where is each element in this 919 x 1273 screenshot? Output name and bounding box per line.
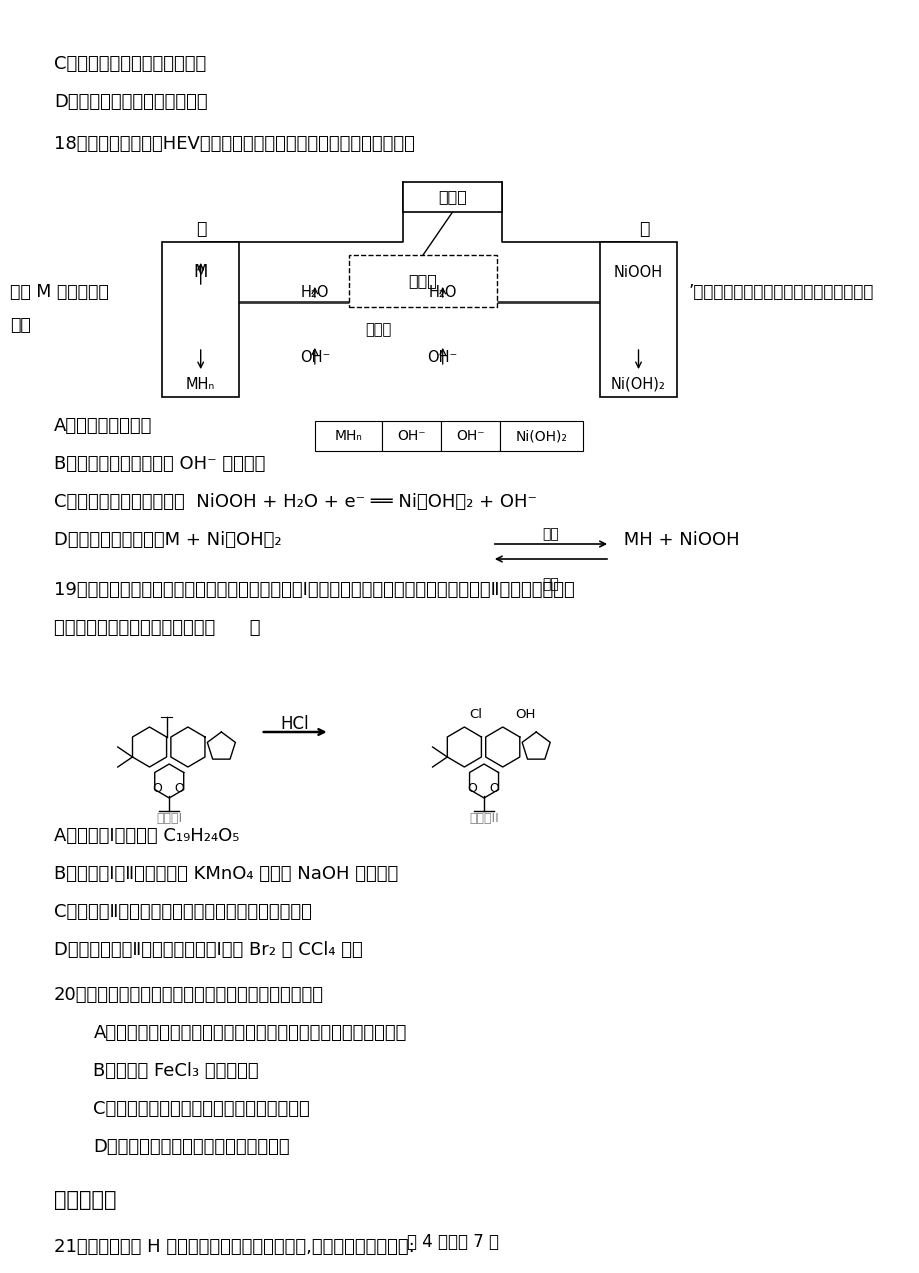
Text: 发电机: 发电机: [408, 274, 437, 289]
Text: B．明矾或 FeCl₃ 可作净水剂: B．明矾或 FeCl₃ 可作净水剂: [94, 1062, 259, 1080]
Text: H₂O: H₂O: [301, 284, 329, 299]
Text: M: M: [193, 264, 208, 281]
Text: 化合物II: 化合物II: [469, 812, 498, 825]
Text: A．充电时，阴极除: A．充电时，阴极除: [54, 418, 153, 435]
Text: 所示，下列有关说法不正确的是（      ）: 所示，下列有关说法不正确的是（ ）: [54, 619, 260, 636]
Text: C．放电时正极反应式为：  NiOOH + H₂O + e⁻ ══ Ni（OH）₂ + OH⁻: C．放电时正极反应式为： NiOOH + H₂O + e⁻ ══ Ni（OH）₂…: [54, 493, 537, 510]
Text: D．可用碳酸钠与醋酸制取少量二氧化碳: D．可用碳酸钠与醋酸制取少量二氧化碳: [94, 1138, 289, 1156]
Text: OH⁻: OH⁻: [456, 429, 484, 443]
Text: B．电动机工作时溶液中 OH⁻ 向甲移动: B．电动机工作时溶液中 OH⁻ 向甲移动: [54, 454, 266, 474]
Text: 电动机: 电动机: [437, 190, 467, 205]
Text: B．化合物Ⅰ和Ⅱ均能与酸性 KMnO₄ 溶液和 NaOH 溶液反应: B．化合物Ⅰ和Ⅱ均能与酸性 KMnO₄ 溶液和 NaOH 溶液反应: [54, 864, 398, 883]
Text: Ni(OH)₂: Ni(OH)₂: [610, 377, 665, 392]
Text: MHₙ: MHₙ: [186, 377, 215, 392]
Text: 电解液: 电解液: [365, 322, 391, 337]
Text: OH⁻: OH⁻: [427, 350, 458, 364]
Bar: [162, 242, 239, 397]
Text: OH⁻: OH⁻: [396, 429, 425, 443]
Bar: [440, 421, 499, 451]
Text: 乙: 乙: [639, 220, 649, 238]
Text: NiOOH: NiOOH: [613, 265, 663, 280]
Text: 20．下面提到的问题中，与盐的水解无关的正确说法是: 20．下面提到的问题中，与盐的水解无关的正确说法是: [54, 987, 323, 1004]
Text: 的是: 的是: [10, 316, 30, 334]
Text: C．容器中气体的压强不再改变: C．容器中气体的压强不再改变: [54, 55, 206, 73]
Text: MH + NiOOH: MH + NiOOH: [618, 531, 739, 549]
Text: OH: OH: [515, 708, 535, 721]
Text: Ni(OH)₂: Ni(OH)₂: [516, 429, 567, 443]
Text: OH⁻: OH⁻: [300, 350, 330, 364]
Bar: [599, 242, 676, 397]
Text: O   O: O O: [468, 783, 499, 796]
Bar: [314, 421, 381, 451]
Text: 第 4 页，共 7 页: 第 4 页，共 7 页: [406, 1234, 498, 1251]
Text: A．实验室盛放碳酸钠溶液的试剂瓶必须用橡胶塞而不能用玻璃塞: A．实验室盛放碳酸钠溶液的试剂瓶必须用橡胶塞而不能用玻璃塞: [94, 1023, 406, 1043]
Text: MHₙ: MHₙ: [334, 429, 362, 443]
Text: D．检验化合物Ⅱ中是否含化合物Ⅰ可用 Br₂ 的 CCl₄ 溶液: D．检验化合物Ⅱ中是否含化合物Ⅰ可用 Br₂ 的 CCl₄ 溶液: [54, 941, 362, 959]
Text: A．化合物Ⅰ分子式为 C₁₉H₂₄O₅: A．化合物Ⅰ分子式为 C₁₉H₂₄O₅: [54, 827, 239, 845]
Text: HCl: HCl: [280, 715, 309, 733]
Text: 放电: 放电: [542, 577, 559, 591]
Text: 二、填空题: 二、填空题: [54, 1190, 117, 1211]
Text: 其中 M 为储氢合金: 其中 M 为储氢合金: [10, 283, 108, 300]
Text: ’电解液。关于镍氢电池，下列说法不正确: ’电解液。关于镍氢电池，下列说法不正确: [688, 283, 873, 300]
Text: Cl: Cl: [469, 708, 482, 721]
Text: D．电极总反应式为：M + Ni（OH）₂: D．电极总反应式为：M + Ni（OH）₂: [54, 531, 281, 549]
Text: 甲: 甲: [197, 220, 207, 238]
Text: 19．我国科研人员以传统中药为原料先制得化合物Ⅰ，再转化为具有抗癌抑菌活性的化合物Ⅱ，有关转化如图: 19．我国科研人员以传统中药为原料先制得化合物Ⅰ，再转化为具有抗癌抑菌活性的化合…: [54, 580, 574, 600]
Bar: [403, 182, 501, 213]
Text: C．厨房中常用碳酸钠溶液洗涤餐具上的油污: C．厨房中常用碳酸钠溶液洗涤餐具上的油污: [94, 1100, 310, 1118]
Text: 化合物I: 化合物I: [156, 812, 182, 825]
Text: H₂O: H₂O: [428, 284, 457, 299]
Text: D．容器中气体的密度不再改变: D．容器中气体的密度不再改变: [54, 93, 208, 111]
Text: 21．某新型药物 H 是一种可用于治疗肿瘤的药物,其合成路线如图所示:: 21．某新型药物 H 是一种可用于治疗肿瘤的药物,其合成路线如图所示:: [54, 1239, 414, 1256]
Text: C．化合物Ⅱ一定条件下能发生取代、消去及加成反应: C．化合物Ⅱ一定条件下能发生取代、消去及加成反应: [54, 903, 312, 920]
Text: 18．混合动力汽车（HEV）中使用了镍氢电池，其工作原理如图所示：: 18．混合动力汽车（HEV）中使用了镍氢电池，其工作原理如图所示：: [54, 135, 414, 153]
Bar: [499, 421, 583, 451]
Bar: [349, 255, 496, 307]
Bar: [381, 421, 440, 451]
Text: O   O: O O: [153, 783, 185, 796]
Text: 充电: 充电: [542, 527, 559, 541]
